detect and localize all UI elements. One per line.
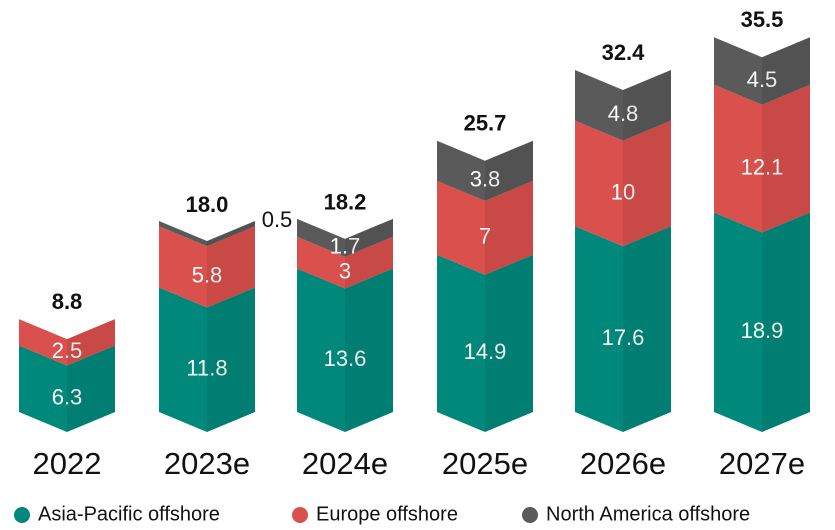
x-tick-label: 2024e — [302, 446, 388, 481]
x-tick-label: 2022 — [33, 446, 102, 481]
total-label: 25.7 — [464, 111, 507, 136]
segment-label: 6.3 — [52, 385, 83, 410]
bar-segment — [437, 180, 533, 275]
bar-segment — [19, 345, 115, 432]
bar-segment — [714, 84, 810, 233]
x-tick-label: 2023e — [164, 446, 250, 481]
segment-label: 7 — [479, 224, 491, 249]
bar-segment — [159, 226, 255, 308]
bar-segment — [714, 37, 810, 105]
segment-label: 5.8 — [192, 263, 223, 288]
segment-label: 10 — [611, 179, 635, 204]
bar-segment — [19, 319, 115, 366]
bar-shade — [207, 220, 255, 432]
bar-segment — [575, 226, 671, 432]
segment-label: 0.5 — [262, 207, 293, 232]
segment-label: 12.1 — [741, 154, 784, 179]
total-label: 8.8 — [52, 289, 83, 314]
legend-label: Asia-Pacific offshore — [38, 503, 220, 525]
total-label: 35.5 — [741, 7, 784, 32]
segment-label: 17.6 — [602, 325, 645, 350]
segment-label: 3.8 — [470, 167, 501, 192]
bar-segment — [714, 212, 810, 432]
segment-label: 4.5 — [747, 67, 778, 92]
x-tick-label: 2025e — [442, 446, 528, 481]
bar-shade — [67, 319, 115, 432]
total-label: 18.0 — [186, 192, 229, 217]
bar-segment — [297, 236, 393, 289]
segment-label: 1.7 — [330, 234, 361, 259]
bar-shade — [623, 70, 671, 432]
total-label: 18.2 — [324, 190, 367, 215]
bar-segment — [575, 70, 671, 141]
legend-label: North America offshore — [546, 503, 750, 525]
segment-label: 2.5 — [52, 338, 83, 363]
segment-label: 18.9 — [741, 318, 784, 343]
legend-swatch — [14, 507, 30, 523]
bar-segment — [297, 268, 393, 432]
legend-swatch — [522, 507, 538, 523]
bar-segment — [297, 218, 393, 257]
segment-label: 13.6 — [324, 346, 367, 371]
bar-segment — [159, 287, 255, 432]
segment-label: 11.8 — [186, 356, 227, 381]
bar-shade — [345, 218, 393, 432]
bar-segment — [437, 254, 533, 432]
segment-label: 14.9 — [464, 339, 507, 364]
bar-shade — [762, 37, 810, 433]
x-tick-label: 2026e — [580, 446, 666, 481]
segment-label: 4.8 — [608, 101, 639, 126]
bar-segment — [437, 140, 533, 201]
bar-segment — [575, 120, 671, 247]
total-label: 32.4 — [602, 40, 646, 65]
x-tick-label: 2027e — [719, 446, 805, 481]
segment-label: 3 — [339, 258, 351, 283]
legend-label: Europe offshore — [316, 503, 458, 525]
bar-shade — [485, 140, 533, 432]
bar-segment — [159, 220, 255, 247]
legend-swatch — [292, 507, 308, 523]
